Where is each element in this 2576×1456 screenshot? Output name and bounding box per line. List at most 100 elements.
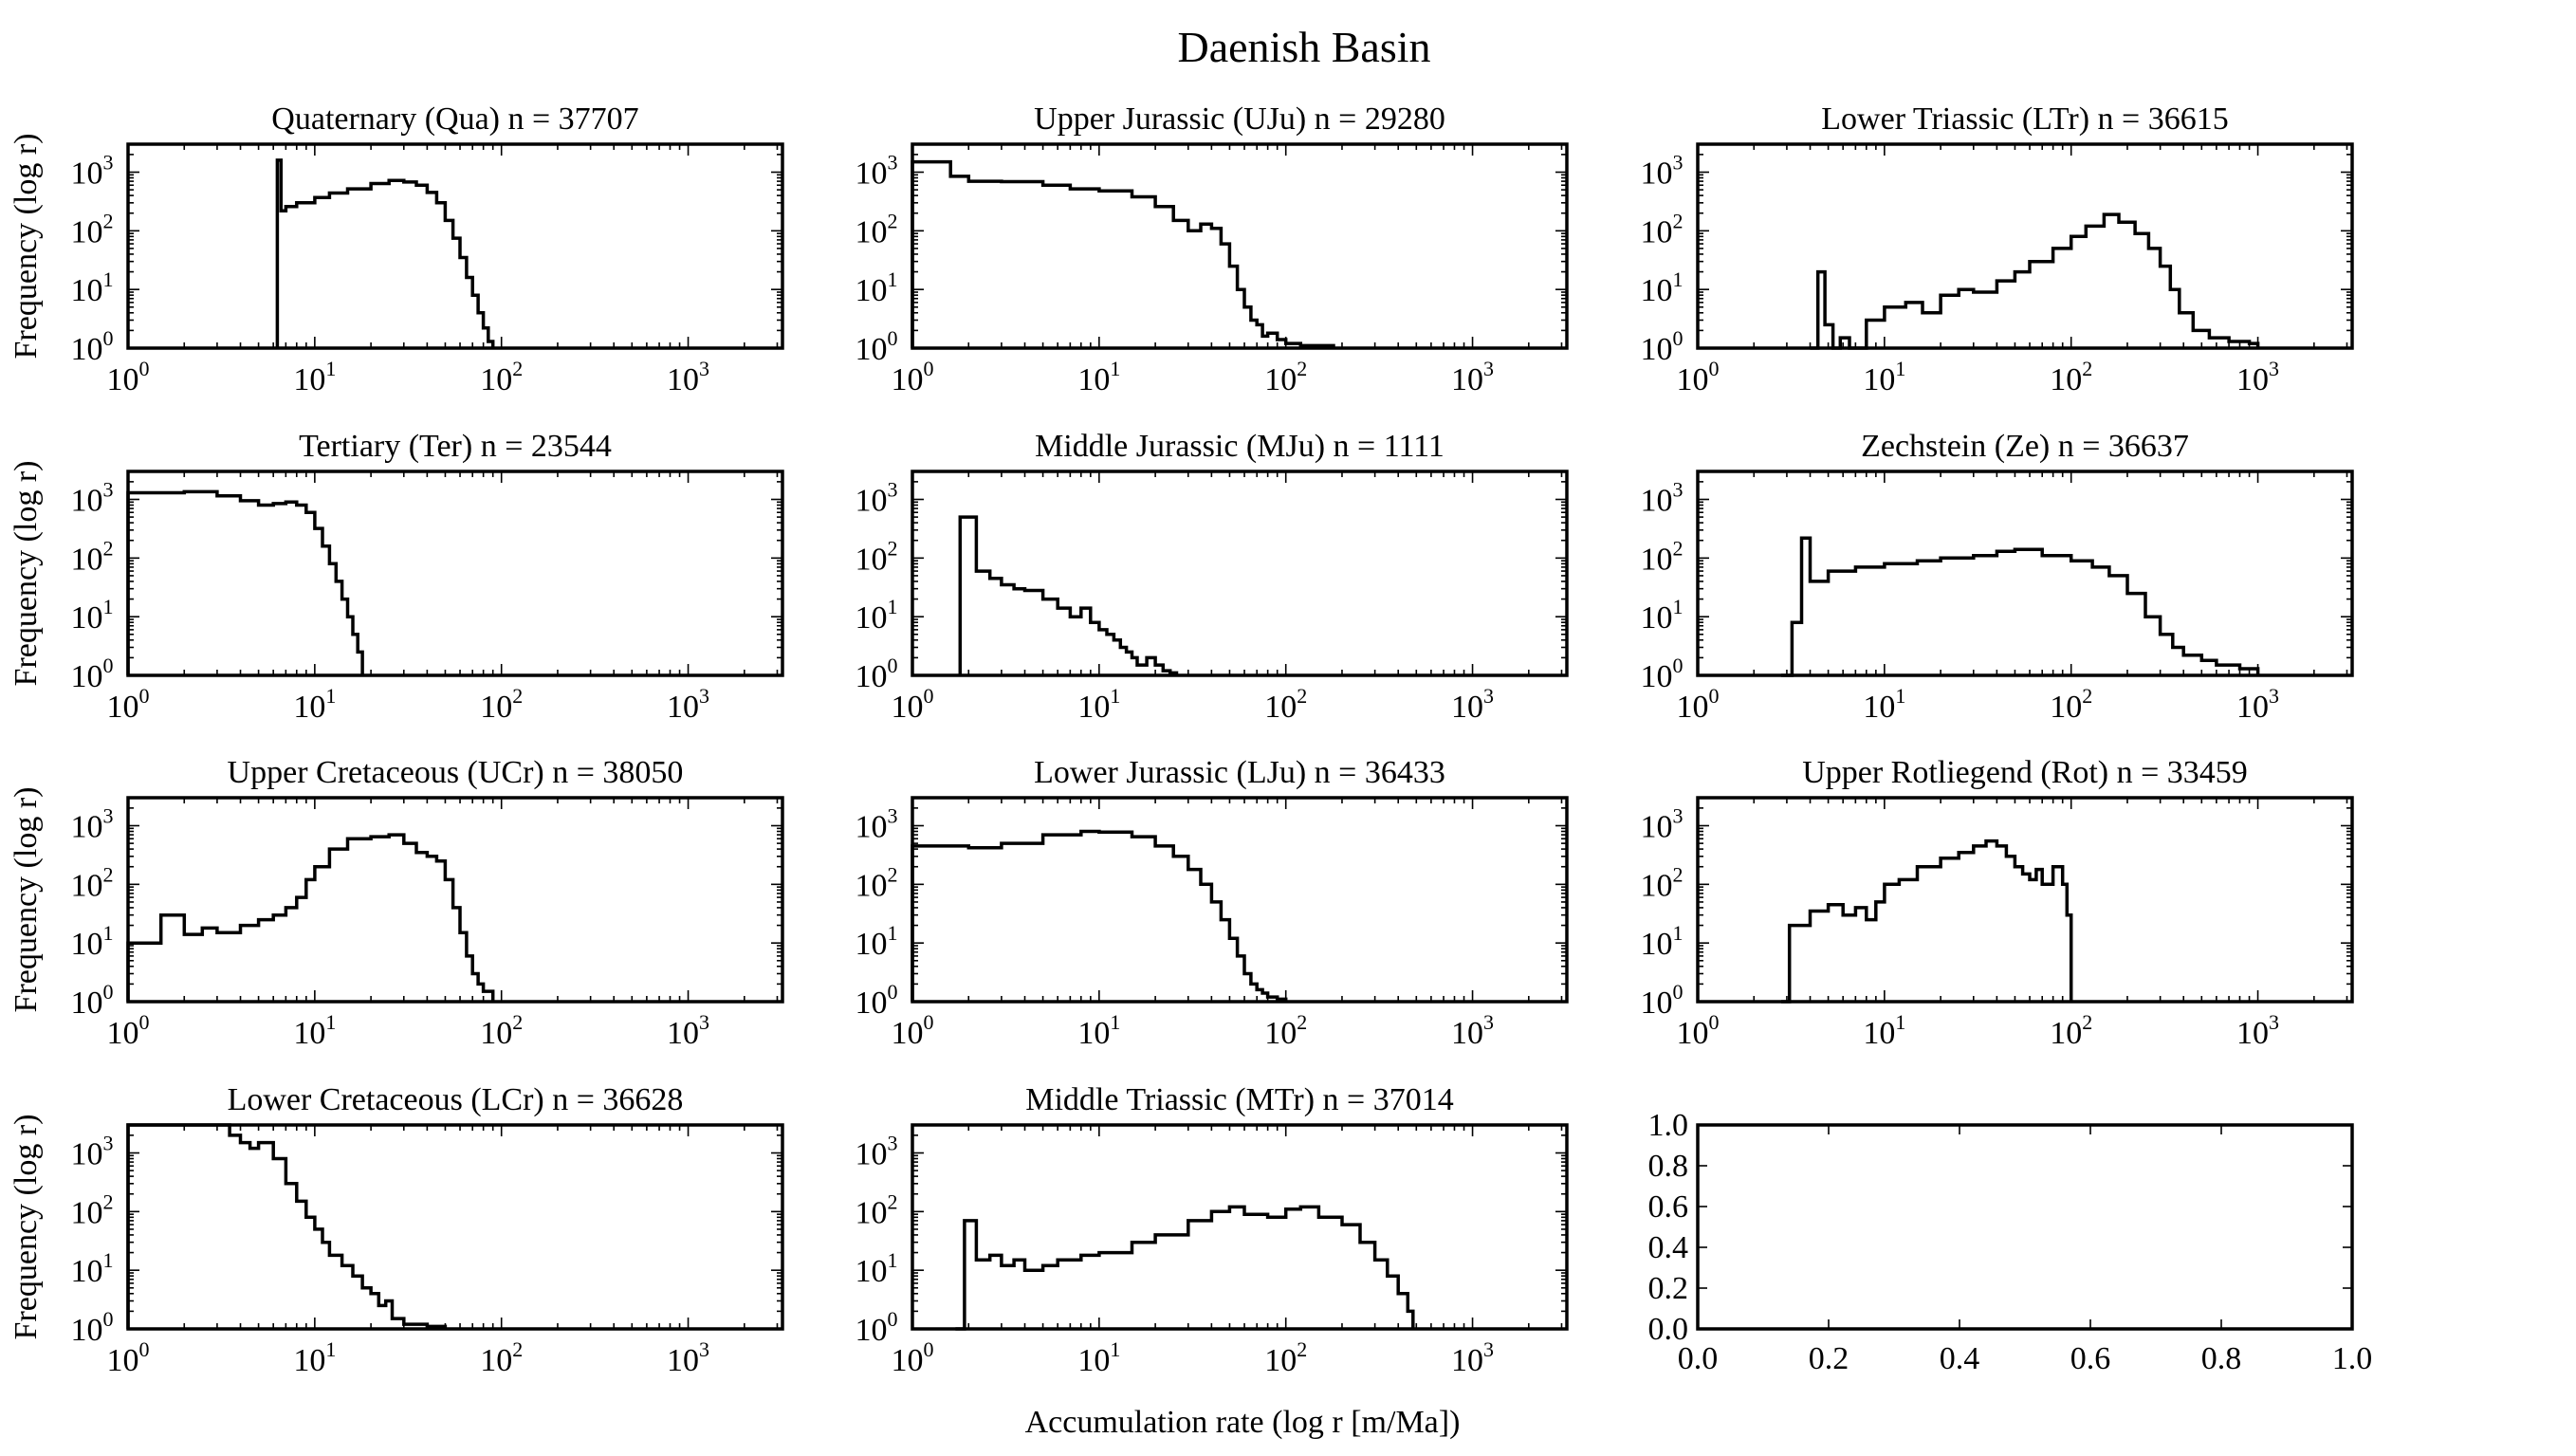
panel-title: Lower Triassic (LTr) n = 36615 xyxy=(1821,101,2228,137)
axes-frame xyxy=(911,1123,1569,1331)
panel-title: Tertiary (Ter) n = 23544 xyxy=(299,429,612,464)
panel-title: Upper Cretaceous (UCr) n = 38050 xyxy=(228,755,684,790)
y-tick-label: 102 xyxy=(856,209,898,249)
x-tick-label: 101 xyxy=(293,684,336,725)
x-tick-label: 102 xyxy=(1264,1337,1307,1378)
y-tick-label: 102 xyxy=(856,1189,898,1230)
x-tick-label: 103 xyxy=(667,357,709,397)
y-tick-label: 100 xyxy=(71,1307,114,1348)
histogram-series xyxy=(911,159,1335,348)
x-tick-label: 101 xyxy=(1863,684,1905,725)
y-tick-label: 103 xyxy=(856,1132,898,1172)
x-tick-label: 103 xyxy=(667,1010,709,1051)
y-tick-label: 101 xyxy=(71,921,114,962)
x-tick-label: 103 xyxy=(2236,684,2279,725)
y-tick-label: 101 xyxy=(1641,595,1684,636)
y-tick-label: 101 xyxy=(856,921,898,962)
panel-12: 0.0 0.2 0.4 0.6 0.8 1.0 0.0 0.2 0.4 0.6 0.8 1.0 xyxy=(1648,1108,2373,1376)
panel-9: Upper Rotliegend (Rot) n = 33459 100 101 10… xyxy=(1641,755,2354,1051)
x-tick-label: 100 xyxy=(892,1010,934,1051)
panel-4: Tertiary (Ter) n = 23544 Frequency (log r… xyxy=(9,429,784,725)
histogram-series xyxy=(958,515,1179,675)
panel-10: Lower Cretaceous (LCr) n = 36628 Frequenc… xyxy=(9,1082,784,1378)
axes-frame xyxy=(911,470,1569,677)
x-tick-label: 103 xyxy=(667,684,709,725)
x-tick-label: 100 xyxy=(1677,357,1720,397)
x-tick-label: 101 xyxy=(293,1010,336,1051)
panel-title: Lower Jurassic (LJu) n = 36433 xyxy=(1034,755,1445,790)
histogram-series xyxy=(1781,536,2260,677)
x-tick-label: 101 xyxy=(1077,1010,1120,1051)
panel-11: Middle Triassic (MTr) n = 37014 100 101 102… xyxy=(856,1082,1569,1378)
x-tick-label: 100 xyxy=(1677,1010,1720,1051)
axes-frame xyxy=(1696,142,2354,350)
axes-frame xyxy=(1696,1123,2354,1331)
y-tick-label: 103 xyxy=(71,151,114,192)
x-tick-label: 103 xyxy=(667,1337,709,1378)
histogram-series xyxy=(955,1205,1415,1331)
y-tick-label: 101 xyxy=(71,267,114,308)
x-tick-label: 100 xyxy=(892,357,934,397)
panel-8: Lower Jurassic (LJu) n = 36433 100 101 102 1… xyxy=(856,755,1569,1051)
y-tick-label: 102 xyxy=(856,862,898,903)
x-tick-label: 102 xyxy=(1264,1010,1307,1051)
x-tick-label: 100 xyxy=(107,1010,150,1051)
y-tick-label: 103 xyxy=(1641,804,1684,845)
y-tick-label: 103 xyxy=(71,1132,114,1172)
panel-title: Quaternary (Qua) n = 37707 xyxy=(271,101,638,137)
x-tick-label: 102 xyxy=(1264,357,1307,397)
y-tick-label: 103 xyxy=(1641,151,1684,192)
y-tick-label: 101 xyxy=(856,1248,898,1289)
y-tick-label: 101 xyxy=(71,595,114,636)
panel-title: Upper Jurassic (UJu) n = 29280 xyxy=(1034,101,1445,137)
x-tick-label: 103 xyxy=(1451,1337,1494,1378)
y-tick-label: 100 xyxy=(856,326,898,367)
x-tick-label: 102 xyxy=(480,684,523,725)
x-tick-label: 100 xyxy=(107,684,150,725)
histogram-series xyxy=(911,829,1288,1002)
x-tick-label: 103 xyxy=(2236,357,2279,397)
x-tick-label: 103 xyxy=(1451,357,1494,397)
x-tick-label: 101 xyxy=(293,1337,336,1378)
x-tick-label: 102 xyxy=(1264,684,1307,725)
x-tick-label: 0.4 xyxy=(1940,1341,1980,1376)
x-tick-label: 101 xyxy=(1077,357,1120,397)
x-tick-label: 101 xyxy=(293,357,336,397)
y-tick-label: 101 xyxy=(1641,921,1684,962)
histogram-series xyxy=(275,158,495,348)
x-tick-label: 100 xyxy=(107,357,150,397)
x-tick-label: 102 xyxy=(480,1337,523,1378)
panel-title: Middle Jurassic (MJu) n = 1111 xyxy=(1035,429,1444,464)
x-tick-label: 0.8 xyxy=(2201,1341,2242,1376)
x-tick-label: 102 xyxy=(480,1010,523,1051)
y-tick-label: 100 xyxy=(856,654,898,694)
histogram-series xyxy=(1781,839,2073,1004)
panel-6: Zechstein (Ze) n = 36637 100 101 102 103 100 1… xyxy=(1641,429,2354,725)
x-tick-label: 100 xyxy=(892,684,934,725)
histogram-series xyxy=(126,1123,448,1329)
axes-frame xyxy=(1696,796,2354,1004)
x-tick-label: 103 xyxy=(2236,1010,2279,1051)
axes-frame xyxy=(911,796,1569,1004)
axes-frame xyxy=(126,470,784,677)
x-tick-label: 103 xyxy=(1451,1010,1494,1051)
figure-title: Daenish Basin xyxy=(1177,23,1430,71)
y-tick-label: 0.2 xyxy=(1648,1271,1689,1306)
x-tick-label: 102 xyxy=(2050,357,2092,397)
x-tick-label: 100 xyxy=(892,1337,934,1378)
y-tick-label: 103 xyxy=(1641,478,1684,519)
y-tick-label: 102 xyxy=(1641,536,1684,577)
panel-7: Upper Cretaceous (UCr) n = 38050 Frequenc… xyxy=(9,755,784,1051)
x-tick-label: 101 xyxy=(1863,1010,1905,1051)
panel-1: Quaternary (Qua) n = 37707 Frequency (log… xyxy=(9,101,784,397)
y-tick-label: 103 xyxy=(856,151,898,192)
y-axis-label: Frequency (log r) xyxy=(9,787,44,1013)
panel-title: Zechstein (Ze) n = 36637 xyxy=(1861,429,2189,464)
y-tick-label: 100 xyxy=(856,980,898,1021)
y-tick-label: 0.0 xyxy=(1648,1312,1689,1347)
y-tick-label: 101 xyxy=(71,1248,114,1289)
axes-frame xyxy=(911,142,1569,350)
y-tick-label: 103 xyxy=(856,804,898,845)
y-tick-label: 103 xyxy=(856,478,898,519)
x-tick-label: 101 xyxy=(1077,684,1120,725)
